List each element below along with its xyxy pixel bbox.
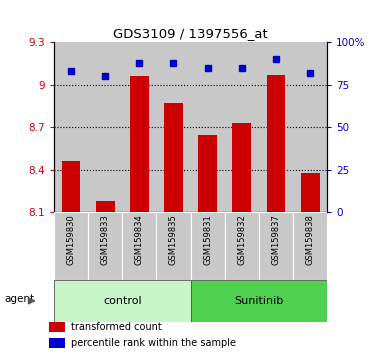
Bar [191,280,327,322]
Bar [122,42,156,212]
Bar [130,76,149,212]
Text: control: control [103,296,142,306]
Bar [62,161,80,212]
Bar [225,212,259,280]
Bar [122,212,156,280]
Bar [225,42,259,212]
Bar [164,103,183,212]
Bar [88,42,122,212]
Text: percentile rank within the sample: percentile rank within the sample [71,338,236,348]
Bar [191,42,225,212]
Bar [156,212,191,280]
Title: GDS3109 / 1397556_at: GDS3109 / 1397556_at [113,27,268,40]
Bar [259,212,293,280]
Bar [49,338,65,348]
Bar [198,135,217,212]
Bar [293,212,327,280]
Bar [156,42,191,212]
Text: GSM159837: GSM159837 [271,215,281,265]
Bar [54,280,191,322]
Bar [88,212,122,280]
Bar [301,173,320,212]
Bar [54,42,88,212]
Bar [259,42,293,212]
Text: GSM159835: GSM159835 [169,215,178,265]
Text: Sunitinib: Sunitinib [234,296,283,306]
Bar [54,212,88,280]
Bar [49,322,65,332]
Text: GSM159830: GSM159830 [67,215,75,265]
Text: agent: agent [4,294,34,304]
Bar [191,212,225,280]
Bar [233,123,251,212]
Bar [96,201,115,212]
Text: GSM159834: GSM159834 [135,215,144,265]
Text: transformed count: transformed count [71,322,161,332]
Bar [293,42,327,212]
Text: GSM159832: GSM159832 [237,215,246,265]
Text: GSM159838: GSM159838 [306,215,315,265]
Text: GSM159831: GSM159831 [203,215,212,265]
Bar [266,75,285,212]
Text: GSM159833: GSM159833 [100,215,110,265]
